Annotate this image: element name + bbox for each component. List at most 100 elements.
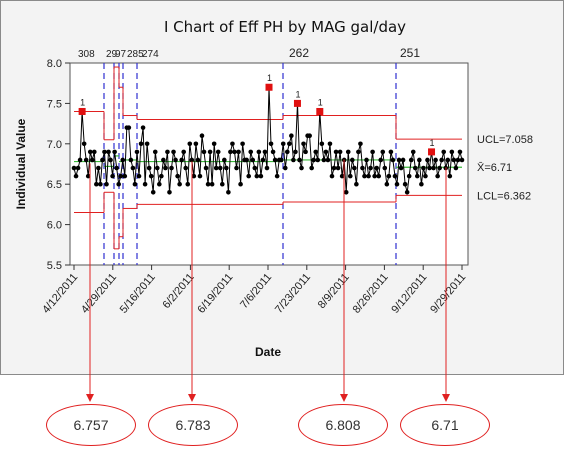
data-point: [175, 173, 180, 179]
data-point: [284, 149, 290, 155]
flagged-point: [428, 148, 436, 156]
data-point: [248, 149, 254, 155]
data-point: [421, 165, 426, 171]
data-point: [370, 149, 375, 155]
data-point: [254, 173, 260, 179]
data-point: [154, 165, 160, 171]
data-point: [83, 157, 89, 163]
data-point: [244, 157, 249, 163]
data-point: [114, 165, 119, 171]
x-tick-label: 4/12/2011: [40, 271, 80, 316]
data-point: [333, 149, 339, 155]
data-point: [378, 157, 384, 163]
data-point: [213, 165, 219, 171]
flag-label: 1: [80, 97, 85, 107]
data-point: [293, 149, 298, 155]
data-point: [384, 181, 390, 187]
flag-label: 1: [295, 89, 300, 99]
stage-label: 262: [289, 46, 309, 60]
data-point: [453, 165, 459, 171]
y-tick-label: 7.5: [47, 98, 62, 110]
data-point: [394, 181, 400, 187]
callout-arrowhead: [442, 394, 450, 402]
data-point: [392, 173, 398, 179]
data-point: [89, 157, 95, 163]
data-point: [282, 165, 288, 171]
lcl-label: LCL=6.362: [477, 190, 531, 202]
data-point: [75, 165, 81, 171]
data-point: [427, 165, 432, 171]
stage-label: 251: [400, 46, 420, 60]
data-point: [374, 165, 379, 171]
data-point: [134, 149, 140, 155]
data-point: [73, 173, 79, 179]
data-point: [398, 165, 404, 171]
data-point: [138, 141, 144, 147]
data-point: [169, 165, 174, 171]
data-point: [396, 157, 402, 163]
data-point: [77, 157, 83, 163]
data-point: [388, 149, 394, 155]
data-point: [278, 157, 284, 163]
data-point: [350, 157, 355, 163]
x-tick-label: 8/26/2011: [351, 271, 391, 316]
stage-label: 308: [78, 49, 95, 60]
data-point: [159, 173, 164, 179]
data-point: [354, 181, 359, 187]
flagged-point: [293, 99, 301, 107]
data-point: [270, 149, 276, 155]
data-point: [228, 149, 233, 155]
data-point: [417, 157, 422, 163]
data-point: [315, 157, 321, 163]
data-point: [264, 165, 270, 171]
y-tick-label: 6.5: [47, 179, 62, 191]
series-line: [73, 87, 463, 193]
data-point: [211, 141, 217, 147]
data-point: [364, 157, 369, 163]
data-point: [118, 173, 124, 179]
data-point: [222, 157, 227, 163]
data-point: [297, 157, 302, 163]
data-point: [382, 165, 388, 171]
x-tick-label: 8/9/2011: [316, 271, 352, 311]
y-tick-label: 8.0: [47, 58, 62, 70]
data-point: [327, 141, 333, 147]
data-point: [335, 165, 341, 171]
data-point: [92, 149, 97, 155]
stage-label: 97: [115, 49, 127, 60]
callout-arrowhead: [188, 394, 196, 402]
data-point: [87, 149, 93, 155]
data-point: [224, 165, 229, 171]
data-point: [126, 125, 132, 130]
data-point: [311, 157, 317, 163]
data-point: [280, 141, 286, 147]
data-point: [313, 149, 319, 155]
data-point: [236, 149, 241, 155]
data-point: [303, 149, 308, 155]
data-point: [136, 173, 142, 179]
flag-label: 1: [318, 97, 323, 107]
data-point: [104, 181, 109, 187]
x-axis-label: Date: [255, 345, 281, 359]
data-point: [345, 149, 351, 155]
x-tick-label: 6/2/2011: [160, 271, 196, 311]
data-point: [274, 173, 280, 179]
data-point: [140, 125, 146, 130]
data-point: [289, 133, 294, 139]
flagged-point: [316, 107, 324, 115]
data-point: [122, 173, 128, 179]
data-point: [193, 141, 199, 147]
data-point: [250, 157, 256, 163]
stage-label: 29: [106, 49, 118, 60]
data-point: [301, 141, 306, 147]
data-point: [258, 173, 264, 179]
flagged-point: [78, 107, 86, 115]
data-point: [362, 173, 367, 179]
data-point: [219, 181, 225, 187]
data-point: [307, 133, 312, 139]
data-point: [459, 157, 465, 163]
data-point: [246, 173, 252, 179]
data-point: [81, 141, 87, 147]
data-point: [360, 165, 365, 171]
